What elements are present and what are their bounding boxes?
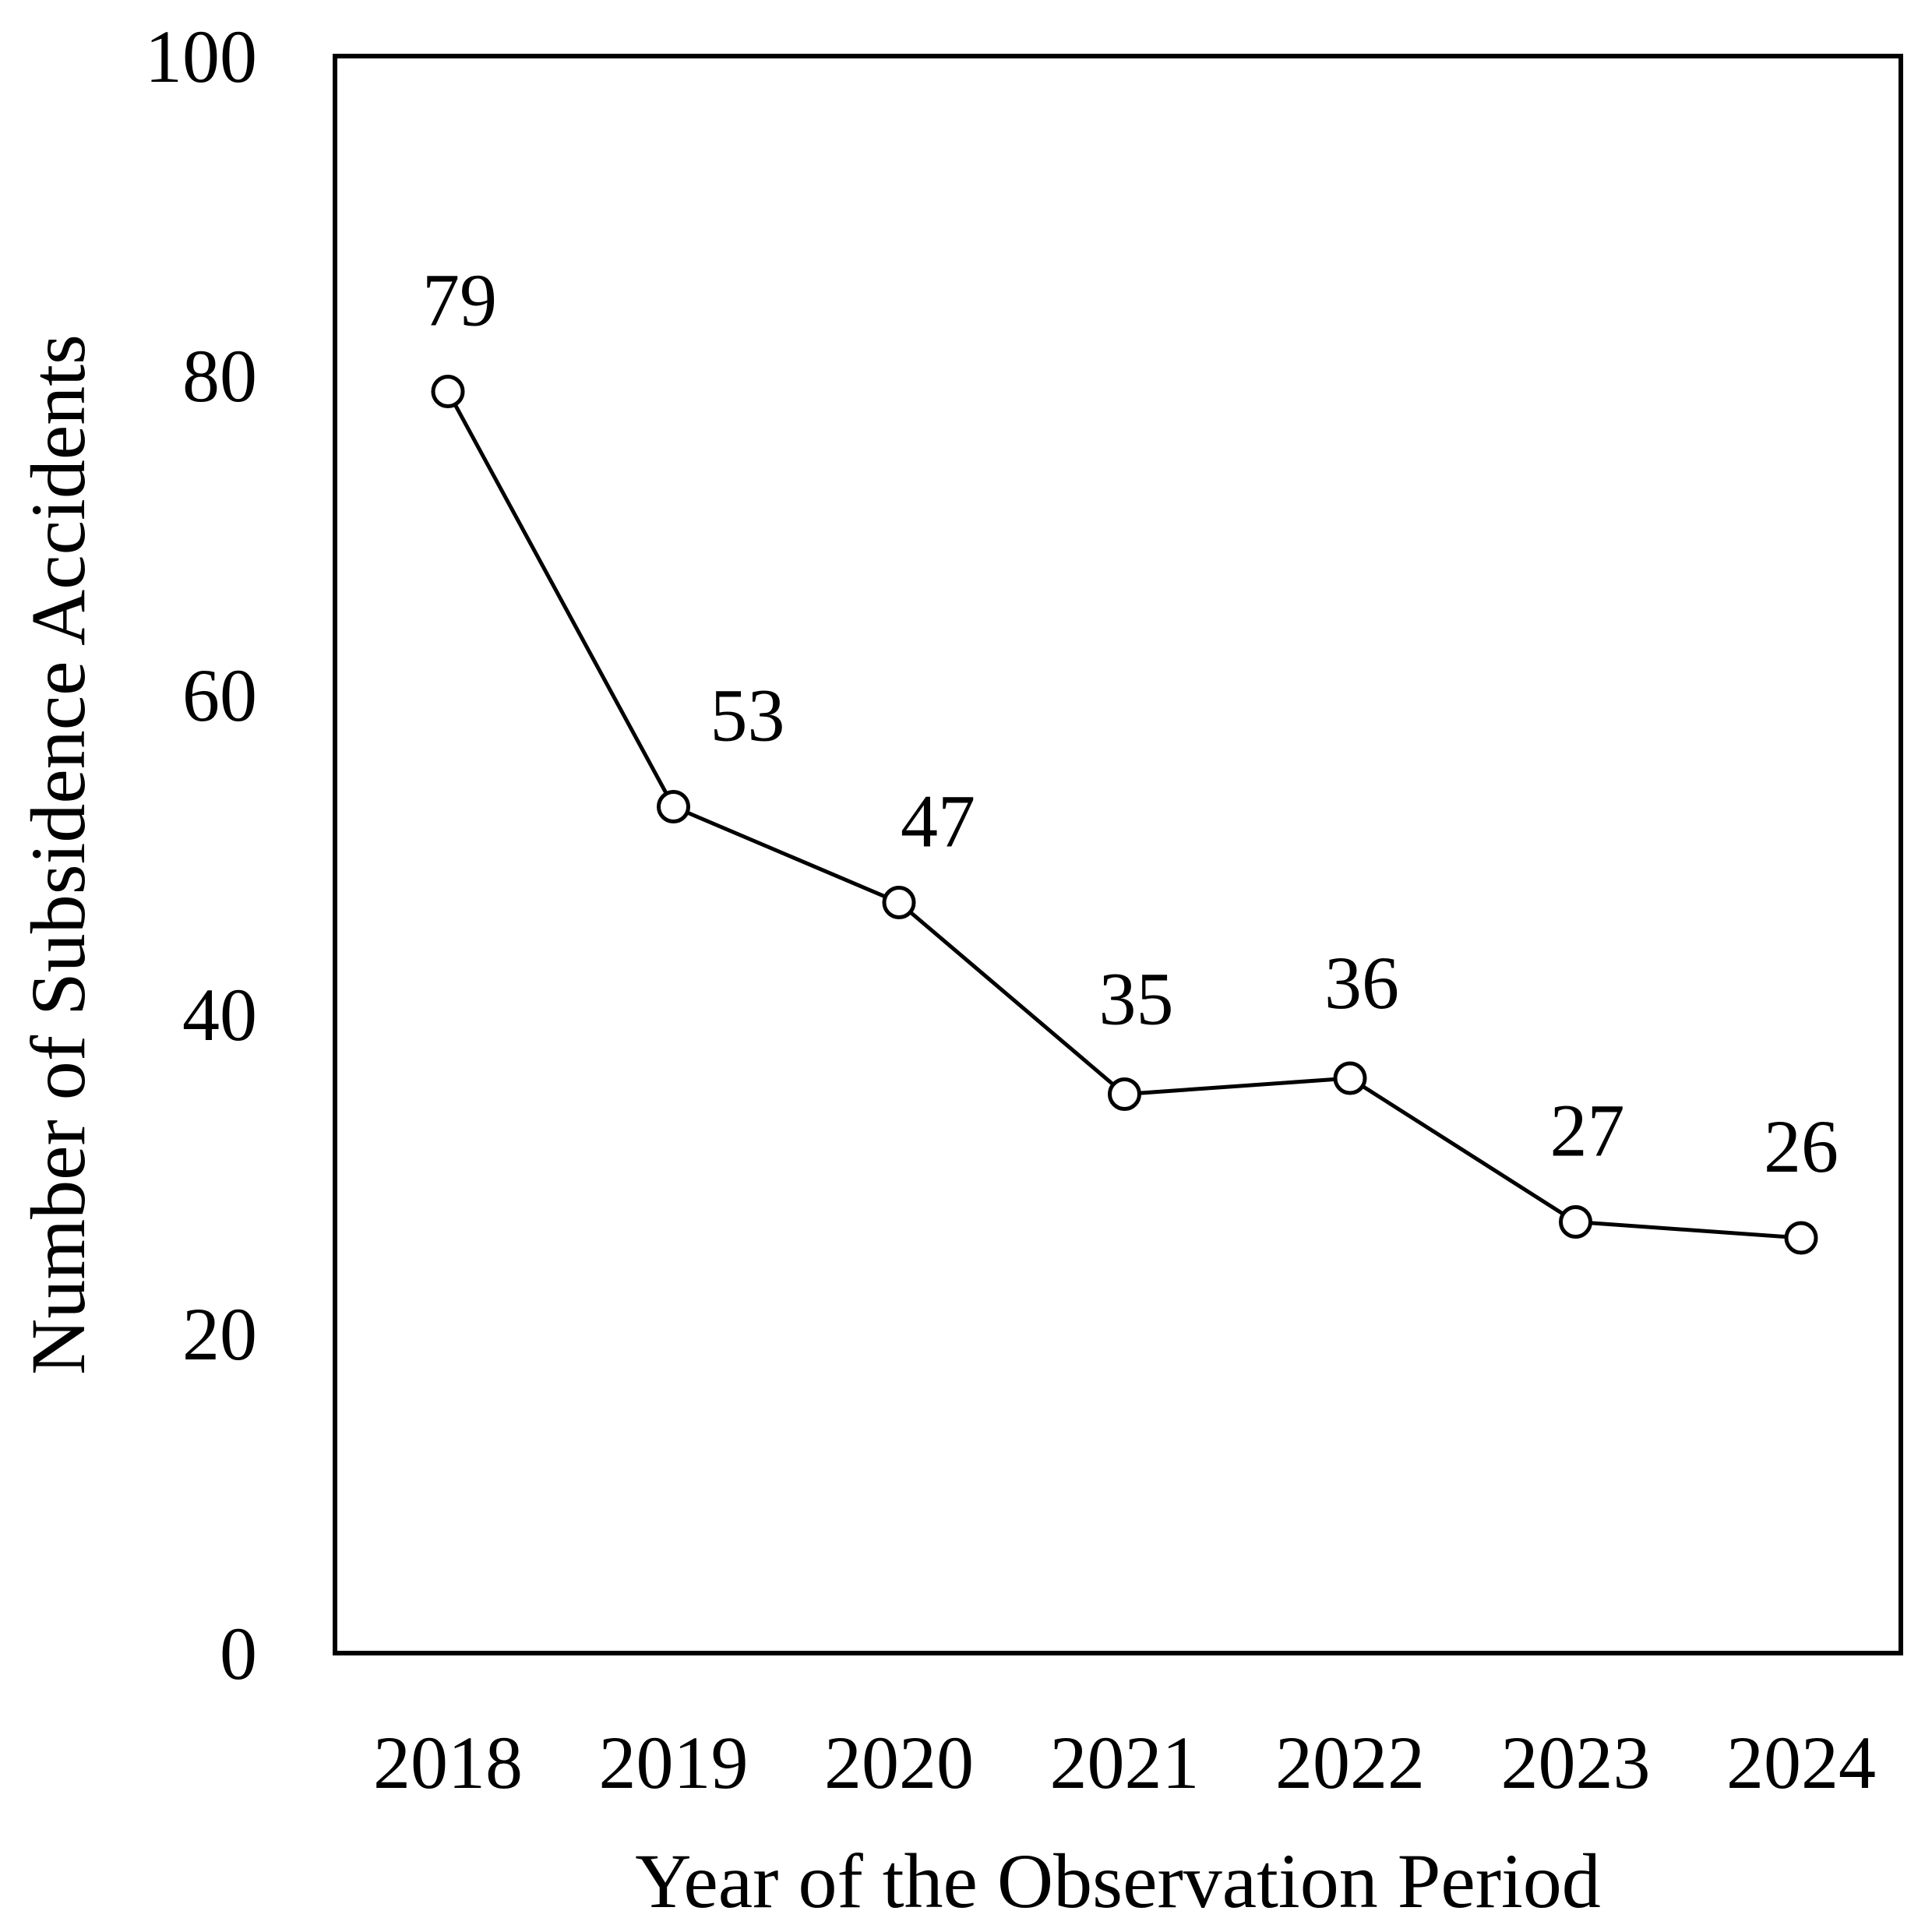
data-point-marker <box>1333 1061 1367 1095</box>
x-axis-title: Year of the Observation Period <box>635 1838 1601 1921</box>
data-point-marker <box>1559 1205 1592 1239</box>
y-tick-label: 0 <box>220 1612 257 1695</box>
x-tick-label: 2019 <box>599 1721 749 1804</box>
data-label: 26 <box>1764 1105 1839 1188</box>
data-label: 79 <box>422 259 497 342</box>
series-markers-group <box>431 375 1818 1255</box>
y-axis-title: Number of Subsidence Accidents <box>15 334 101 1375</box>
data-point-marker <box>1784 1221 1818 1255</box>
x-tick-label: 2023 <box>1501 1721 1651 1804</box>
data-point-marker <box>657 790 690 823</box>
data-point-marker <box>882 886 916 919</box>
data-label: 27 <box>1550 1089 1625 1172</box>
data-point-marker <box>431 375 465 408</box>
data-point-marker <box>1108 1077 1141 1111</box>
y-tick-label: 40 <box>182 973 257 1056</box>
x-tick-label: 2024 <box>1726 1721 1876 1804</box>
data-labels-group: 79 53 47 35 36 27 26 <box>422 259 1839 1189</box>
y-tick-label: 80 <box>182 334 257 418</box>
data-label: 36 <box>1324 941 1399 1024</box>
plot-area-frame <box>333 54 1903 1655</box>
y-tick-label: 100 <box>145 15 257 98</box>
x-tick-label: 2018 <box>373 1721 523 1804</box>
y-axis-ticks: 0 20 40 60 80 100 <box>145 15 257 1695</box>
x-tick-label: 2022 <box>1275 1721 1425 1804</box>
y-tick-label: 60 <box>182 654 257 737</box>
data-label: 53 <box>710 674 785 757</box>
data-label: 35 <box>1099 957 1174 1041</box>
x-tick-label: 2021 <box>1050 1721 1200 1804</box>
x-axis-ticks: 2018 2019 2020 2021 2022 2023 2024 <box>373 1721 1876 1804</box>
x-tick-label: 2020 <box>824 1721 974 1804</box>
data-label: 47 <box>901 780 975 863</box>
y-tick-label: 20 <box>182 1292 257 1376</box>
